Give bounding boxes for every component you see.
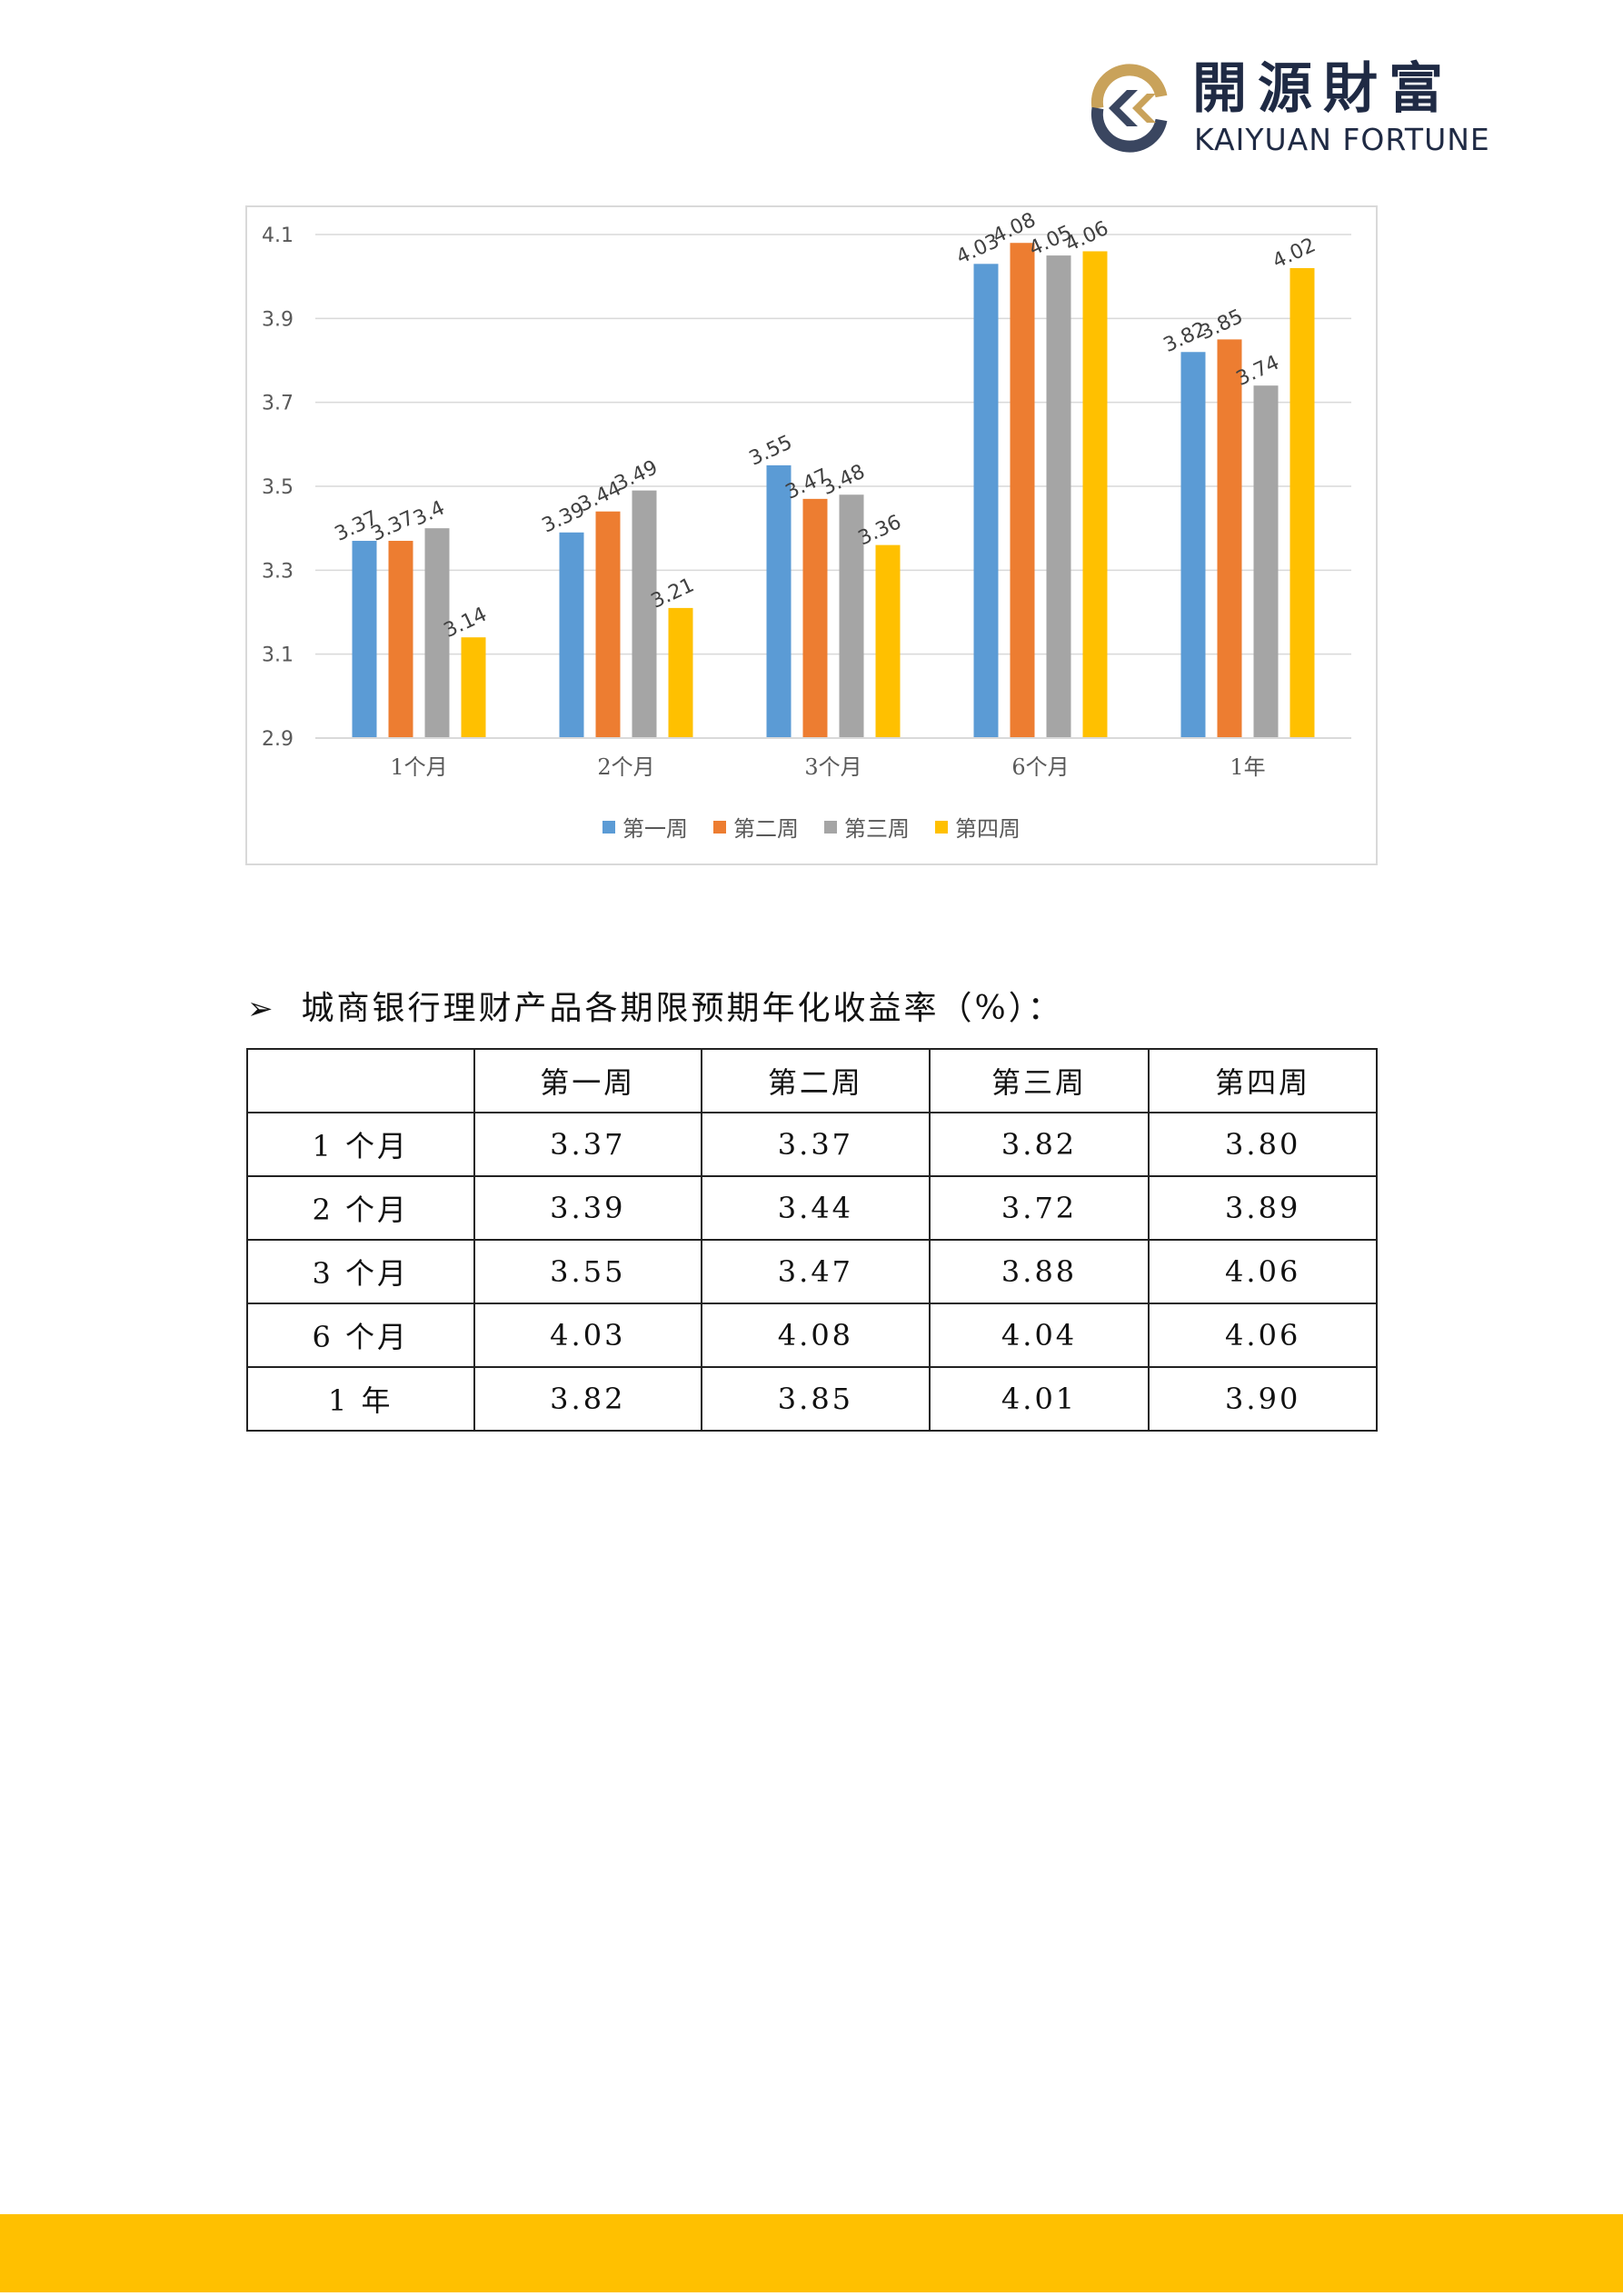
- table-cell: 3.55: [473, 1239, 703, 1304]
- y-tick-label: 3.5: [262, 476, 294, 499]
- y-tick-label: 2.9: [262, 728, 294, 751]
- bar: [668, 607, 693, 738]
- legend-swatch: [602, 820, 615, 834]
- table-header-cell: [246, 1048, 475, 1113]
- data-label: 3.85: [1197, 305, 1247, 344]
- table-cell: 1 年: [246, 1366, 475, 1432]
- table-cell: 3 个月: [246, 1239, 475, 1304]
- legend-item: 第二周: [713, 811, 799, 843]
- data-label: 3.48: [819, 461, 869, 500]
- table-header-cell: 第四周: [1148, 1048, 1378, 1113]
- x-tick-label: 1年: [1230, 754, 1265, 780]
- table-header-row: 第一周 第二周 第三周 第四周: [246, 1048, 1378, 1113]
- table-cell: 4.06: [1148, 1303, 1378, 1368]
- chart-plot: 2.93.13.33.53.73.94.13.373.373.43.141个月3…: [262, 209, 1351, 780]
- legend-item: 第三周: [824, 811, 910, 843]
- table-row: 6 个月 4.03 4.08 4.04 4.06: [246, 1303, 1378, 1368]
- logo-chinese-name: 開源財富: [1192, 57, 1454, 121]
- legend-swatch: [713, 820, 726, 834]
- bar: [632, 490, 657, 738]
- x-tick-label: 6个月: [1011, 754, 1069, 780]
- table-cell: 3.85: [701, 1366, 931, 1432]
- section-title: 城商银行理财产品各期限预期年化收益率（%）：: [301, 990, 1063, 1027]
- bar: [388, 541, 413, 738]
- x-tick-label: 2个月: [597, 754, 654, 780]
- table-header-cell: 第三周: [928, 1048, 1150, 1113]
- yield-bar-chart: 2.9 3.1 3.3 3.5 3.7 3.9 4.1 3.37 3.37 3.4 3.14 1个月 3…: [245, 205, 1378, 865]
- legend-item: 第一周: [602, 811, 688, 843]
- bar: [424, 528, 450, 738]
- table-cell: 3.39: [473, 1175, 703, 1241]
- legend-swatch: [935, 820, 948, 834]
- kaiyuan-logo-icon: [1090, 64, 1168, 153]
- y-tick-label: 3.3: [262, 560, 294, 583]
- bar: [839, 494, 864, 738]
- section-heading: ➢ 城商银行理财产品各期限预期年化收益率（%）：: [247, 982, 1063, 1029]
- table-cell: 3.72: [928, 1175, 1150, 1241]
- bar: [875, 544, 901, 738]
- bar: [559, 532, 584, 738]
- table-cell: 6 个月: [246, 1303, 475, 1368]
- bar: [973, 264, 999, 738]
- bar: [1217, 339, 1242, 738]
- bar: [766, 464, 792, 738]
- bar: [1046, 255, 1071, 738]
- table-row: 1 个月 3.37 3.37 3.82 3.80: [246, 1112, 1378, 1177]
- table-cell: 3.88: [928, 1239, 1150, 1304]
- bar: [1082, 251, 1108, 738]
- table-row: 1 年 3.82 3.85 4.01 3.90: [246, 1366, 1378, 1432]
- footer-band: [0, 2214, 1623, 2292]
- table-cell: 3.80: [1148, 1112, 1378, 1177]
- chart-legend: 第一周 第二周 第三周 第四周: [247, 811, 1376, 843]
- legend-label: 第一周: [622, 816, 688, 842]
- legend-label: 第二周: [733, 816, 799, 842]
- bar: [1010, 243, 1035, 738]
- data-label: 3.55: [746, 431, 796, 470]
- bar: [461, 637, 486, 738]
- x-tick-label: 3个月: [804, 754, 861, 780]
- table-cell: 4.06: [1148, 1239, 1378, 1304]
- table-cell: 1 个月: [246, 1112, 475, 1177]
- bar: [1289, 267, 1315, 738]
- legend-label: 第四周: [955, 816, 1021, 842]
- legend-label: 第三周: [844, 816, 910, 842]
- data-label: 3.49: [612, 456, 662, 495]
- yield-table: 第一周 第二周 第三周 第四周 1 个月 3.37 3.37 3.82 3.80 2 个月 3.39…: [246, 1048, 1378, 1432]
- bar: [1180, 352, 1206, 738]
- table-cell: 3.44: [701, 1175, 931, 1241]
- table-header-cell: 第一周: [473, 1048, 703, 1113]
- table-cell: 3.89: [1148, 1175, 1378, 1241]
- table-cell: 3.37: [473, 1112, 703, 1177]
- y-tick-label: 4.1: [262, 225, 294, 247]
- data-label: 4.02: [1270, 234, 1319, 273]
- arrow-bullet-icon: ➢: [247, 991, 276, 1027]
- table-row: 3 个月 3.55 3.47 3.88 4.06: [246, 1239, 1378, 1304]
- table-cell: 2 个月: [246, 1175, 475, 1241]
- bar: [352, 541, 377, 738]
- table-cell: 4.08: [701, 1303, 931, 1368]
- table-cell: 4.03: [473, 1303, 703, 1368]
- company-logo: 開源財富 KAIYUAN FORTUNE: [1081, 56, 1499, 165]
- y-tick-label: 3.9: [262, 308, 294, 331]
- table-cell: 3.47: [701, 1239, 931, 1304]
- table-row: 2 个月 3.39 3.44 3.72 3.89: [246, 1175, 1378, 1241]
- y-tick-label: 3.1: [262, 644, 294, 667]
- bar: [802, 498, 828, 738]
- legend-swatch: [824, 820, 837, 834]
- logo-english-name: KAIYUAN FORTUNE: [1194, 122, 1490, 157]
- bar: [1253, 385, 1279, 738]
- bar: [595, 511, 621, 738]
- table-cell: 3.82: [473, 1366, 703, 1432]
- table-header-cell: 第二周: [701, 1048, 931, 1113]
- data-label: 4.06: [1062, 217, 1112, 256]
- x-tick-label: 1个月: [390, 754, 447, 780]
- table-cell: 3.82: [928, 1112, 1150, 1177]
- legend-item: 第四周: [935, 811, 1021, 843]
- table-cell: 4.04: [928, 1303, 1150, 1368]
- y-tick-label: 3.7: [262, 393, 294, 415]
- table-cell: 3.90: [1148, 1366, 1378, 1432]
- table-cell: 4.01: [928, 1366, 1150, 1432]
- table-cell: 3.37: [701, 1112, 931, 1177]
